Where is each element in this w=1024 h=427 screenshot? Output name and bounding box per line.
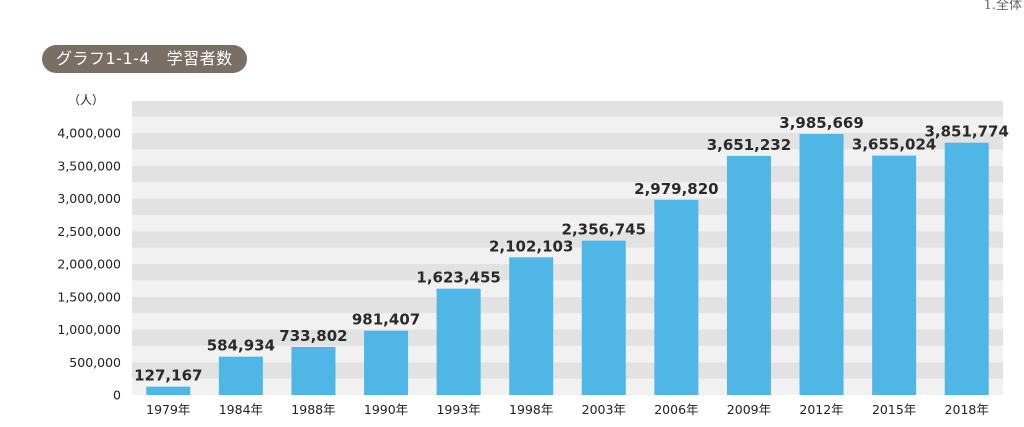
- grid-band: [132, 313, 1003, 330]
- x-tick-label: 1979年: [146, 402, 190, 417]
- chart-title-badge: グラフ1-1-4 学習者数: [42, 45, 247, 73]
- data-label: 3,655,024: [852, 136, 936, 154]
- bar: [436, 288, 481, 395]
- grid-band: [132, 345, 1003, 363]
- grid-band: [132, 101, 1003, 117]
- grid-band: [132, 133, 1003, 150]
- bar: [364, 330, 409, 395]
- x-tick-label: 2018年: [945, 402, 989, 417]
- x-axis: 1979年 1984年 1988年 1990年 1993年 1998年 2003年 2006年…: [146, 402, 989, 417]
- data-label: 3,985,669: [779, 114, 863, 132]
- grid-band: [132, 264, 1003, 281]
- bar: [581, 240, 626, 395]
- bar: [799, 133, 844, 396]
- data-label: 2,979,820: [634, 180, 718, 198]
- background-bands: [132, 101, 1003, 395]
- data-label: 2,102,103: [489, 237, 573, 255]
- bars: [146, 133, 989, 396]
- y-tick-label: 4,000,000: [57, 126, 121, 141]
- x-tick-label: 2009年: [727, 402, 771, 417]
- data-label: 127,167: [134, 367, 202, 385]
- data-label: 733,802: [279, 327, 347, 345]
- grid-band: [132, 116, 1003, 133]
- x-tick-label: 2015年: [872, 402, 916, 417]
- grid-band: [132, 378, 1003, 395]
- grid-band: [132, 214, 1003, 232]
- grid-band: [132, 165, 1003, 183]
- data-label: 3,651,232: [707, 136, 791, 154]
- y-tick-label: 3,000,000: [57, 191, 121, 206]
- bar: [726, 155, 771, 395]
- bar: [944, 142, 989, 395]
- data-label: 2,356,745: [562, 221, 646, 239]
- grid-band: [132, 362, 1003, 379]
- y-tick-label: 3,500,000: [57, 158, 121, 173]
- y-tick-label: 1,000,000: [57, 322, 121, 337]
- data-label: 1,623,455: [416, 269, 500, 287]
- y-tick-label: 2,500,000: [57, 224, 121, 239]
- grid-band: [132, 149, 1003, 166]
- grid-band: [132, 231, 1003, 248]
- grid-band: [132, 247, 1003, 264]
- y-tick-label: 1,500,000: [57, 289, 121, 304]
- bar: [218, 356, 263, 395]
- x-tick-label: 1988年: [291, 402, 335, 417]
- page-corner-text: 1.全体: [983, 0, 1022, 13]
- data-label: 981,407: [352, 311, 420, 329]
- x-tick-label: 1990年: [364, 402, 408, 417]
- grid-band: [132, 329, 1003, 346]
- grid-band: [132, 182, 1003, 199]
- y-axis-unit-label: （人）: [68, 93, 104, 107]
- bar: [654, 199, 699, 395]
- bar: [291, 346, 336, 395]
- bar: [509, 257, 554, 395]
- y-tick-label: 0: [113, 388, 121, 403]
- bar: [872, 155, 917, 395]
- y-tick-label: 500,000: [69, 355, 121, 370]
- grid-band: [132, 296, 1003, 314]
- x-tick-label: 1993年: [436, 402, 480, 417]
- x-tick-label: 2003年: [582, 402, 626, 417]
- x-tick-label: 2006年: [654, 402, 698, 417]
- grid-band: [132, 280, 1003, 297]
- y-tick-label: 2,000,000: [57, 257, 121, 272]
- x-tick-label: 2012年: [799, 402, 843, 417]
- data-label: 3,851,774: [924, 123, 1008, 141]
- y-axis: （人） 0 500,000 1,000,000 1,500,000 2,000,000 2,…: [57, 93, 121, 403]
- x-tick-label: 1984年: [219, 402, 263, 417]
- grid-band: [132, 198, 1003, 215]
- x-tick-label: 1998年: [509, 402, 553, 417]
- bar: [146, 386, 191, 395]
- data-label: 584,934: [207, 337, 275, 355]
